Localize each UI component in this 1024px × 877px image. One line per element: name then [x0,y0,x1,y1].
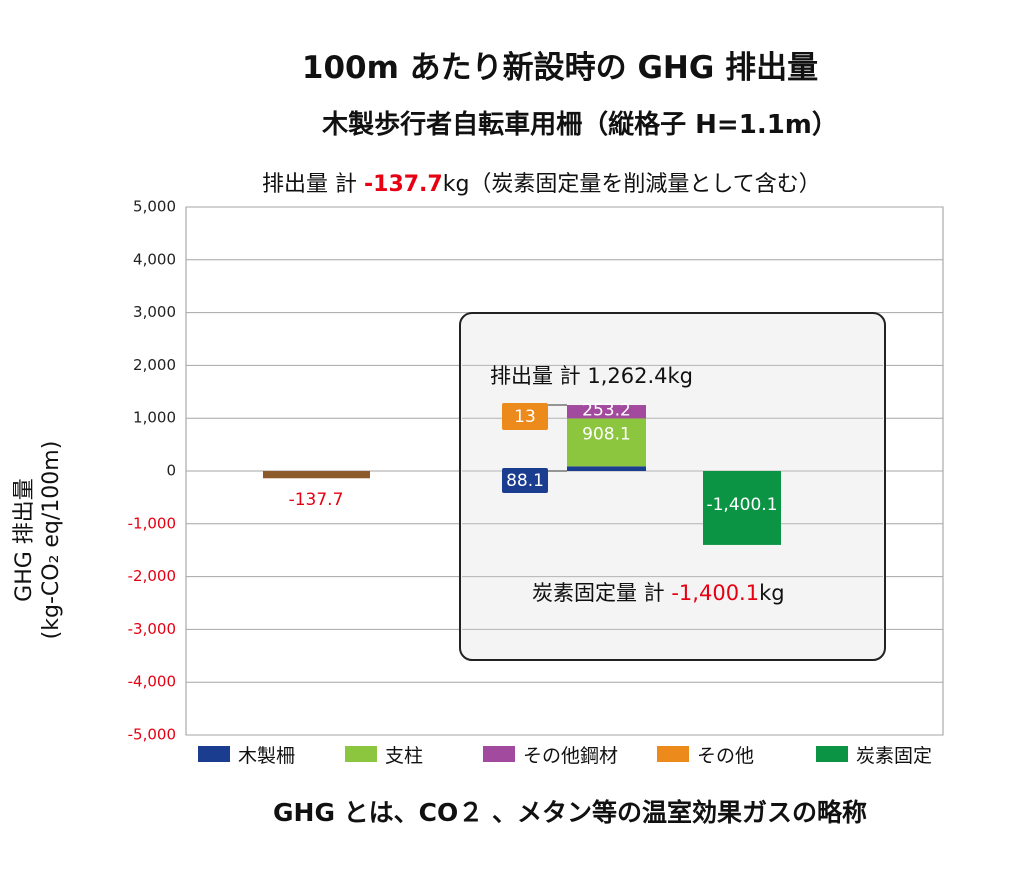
y-tick-label: 4,000 [133,250,176,268]
fixation-total-value: -1,400.1 [671,581,759,605]
legend-swatch [345,746,377,762]
emission-total: 排出量 計 1,262.4kg [490,364,693,388]
net-total-prefix: 排出量 計 [262,172,364,197]
bar-post [567,418,646,467]
y-tick-label: 2,000 [133,356,176,374]
legend-swatch [657,746,689,762]
bar-carbon-fixation-label: -1,400.1 [706,495,777,515]
legend-item: その他鋼材 [483,743,619,767]
footer-note: GHG とは、CO２ 、メタン等の温室効果ガスの略称 [273,798,867,827]
fixation-total-unit: kg [759,581,785,605]
fixation-total-prefix: 炭素固定量 計 [532,581,671,605]
y-tick-label: 0 [166,462,176,480]
y-tick-label: 3,000 [133,303,176,321]
wood-label-box [502,468,548,493]
legend-label: その他鋼材 [523,744,619,767]
legend-item: 支柱 [345,743,424,767]
legend-label: 木製柵 [238,744,296,767]
y-tick-label: -5,000 [128,726,176,744]
legend-label: 炭素固定 [856,744,933,767]
legend-swatch [483,746,515,762]
net-bar-label: -137.7 [289,490,344,510]
legend-swatch [816,746,848,762]
bar-wood-fence [567,466,646,471]
net-bar [263,471,370,479]
y-tick-label: -3,000 [128,620,176,638]
y-tick-label: -4,000 [128,673,176,691]
legend-item: 炭素固定 [816,743,933,767]
legend-item: 木製柵 [198,743,296,767]
other-label-box [502,403,548,430]
y-tick-label: 5,000 [133,198,176,216]
net-total-unit: kg（炭素固定量を削減量として含む） [442,172,821,197]
fixation-total: 炭素固定量 計 -1,400.1kg [532,581,785,605]
y-axis-title: GHG 排出量 [12,478,37,602]
legend-label: その他 [697,744,755,767]
y-tick-label: 1,000 [133,409,176,427]
bar-post-label: 908.1 [582,424,631,444]
legend-swatch [198,746,230,762]
y-axis-unit: (kg-CO₂ eq/100m) [39,440,64,640]
wood-fence-label: 88.1 [506,471,544,491]
chart-subtitle: 木製歩行者自転車用柵（縦格子 H=1.1m） [322,110,838,140]
legend-label: 支柱 [385,744,424,767]
chart-title: 100m あたり新設時の GHG 排出量 [301,50,819,86]
other-label: 13 [514,407,536,427]
breakdown-panel [459,312,886,661]
bar-other-steel-label: 253.2 [582,401,631,421]
net-total-line: 排出量 計 -137.7kg（炭素固定量を削減量として含む） [262,166,821,198]
net-total-value: -137.7 [364,172,443,197]
bar-other-steel [567,405,646,419]
legend-item: その他 [657,743,755,767]
y-tick-label: -1,000 [128,514,176,532]
bar-carbon-fixation [703,471,781,545]
y-tick-label: -2,000 [128,567,176,585]
